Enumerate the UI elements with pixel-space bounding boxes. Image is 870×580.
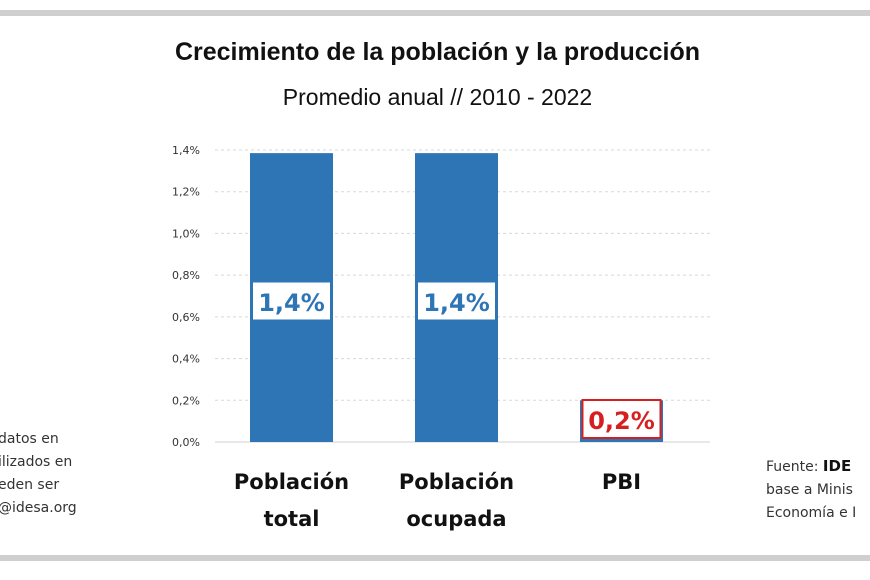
- left-note: datos en ilizados en eden ser @idesa.org: [0, 428, 77, 520]
- data-label: 1,4%: [258, 289, 325, 317]
- y-tick-label: 0,0%: [172, 436, 200, 449]
- chart-title: Crecimiento de la población y la producc…: [174, 38, 701, 66]
- category-label: Población: [234, 470, 349, 494]
- source-line: base a Minis: [766, 482, 853, 498]
- y-tick-label: 0,8%: [172, 269, 200, 282]
- data-label: 0,2%: [588, 407, 655, 435]
- y-tick-label: 1,4%: [172, 144, 200, 157]
- y-tick-label: 0,6%: [172, 311, 200, 324]
- y-tick-label: 0,4%: [172, 353, 200, 366]
- y-tick-label: 1,0%: [172, 227, 200, 240]
- y-tick-label: 1,2%: [172, 186, 200, 199]
- data-label-box: [581, 399, 662, 439]
- data-label: 1,4%: [423, 289, 490, 317]
- top-border: [0, 10, 870, 16]
- left-note-line: datos en: [0, 431, 59, 447]
- source-line: Economía e I: [766, 505, 857, 521]
- category-label: PBI: [602, 470, 641, 494]
- data-label-box: [252, 281, 331, 321]
- category-label: total: [264, 507, 320, 531]
- y-tick-label: 0,2%: [172, 394, 200, 407]
- left-note-line: eden ser: [0, 477, 60, 493]
- left-note-line: ilizados en: [0, 454, 73, 470]
- category-label: Población: [399, 470, 514, 494]
- data-label-box: [417, 281, 496, 321]
- source-brand: IDE: [822, 457, 852, 475]
- bottom-border: [0, 555, 870, 561]
- left-note-line: @idesa.org: [0, 500, 77, 516]
- source-prefix: Fuente:: [766, 459, 823, 475]
- category-label: ocupada: [406, 507, 506, 531]
- source-note: Fuente: IDE base a Minis Economía e I: [766, 455, 856, 525]
- chart-subtitle: Promedio anual // 2010 - 2022: [282, 84, 593, 110]
